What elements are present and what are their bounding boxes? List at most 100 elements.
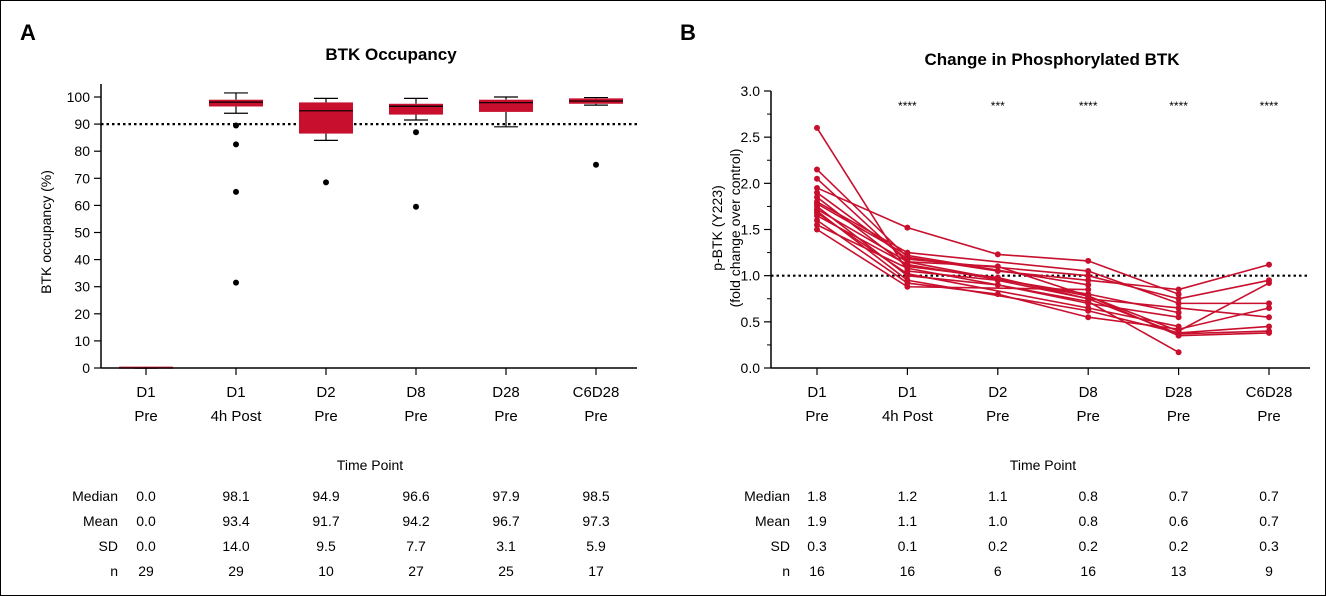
x-tick-label: D8 — [406, 384, 425, 401]
box — [389, 103, 443, 115]
stat-cell: 97.3 — [582, 513, 609, 529]
y-tick-label: 2.5 — [741, 129, 761, 145]
y-tick-label: 0 — [82, 360, 90, 376]
panel-a-ylabel: BTK occupancy (%) — [38, 170, 54, 294]
stat-row-label: SD — [771, 538, 790, 554]
stat-row-label: Median — [72, 488, 118, 504]
series-point — [1085, 272, 1092, 279]
series-point — [1175, 295, 1182, 302]
panel-a-title: BTK Occupancy — [325, 45, 457, 64]
series-point — [1085, 314, 1092, 321]
series-point — [994, 291, 1001, 298]
series-point — [814, 206, 820, 213]
stat-cell: 1.0 — [988, 513, 1008, 529]
series-point — [1266, 323, 1272, 330]
panel-b-letter: B — [680, 20, 696, 45]
stat-cell: 0.3 — [807, 538, 827, 554]
outlier-point — [233, 188, 239, 195]
outlier-point — [233, 141, 239, 148]
stat-row-label: Median — [744, 488, 790, 504]
x-tick-label: C6D28 — [1246, 384, 1293, 401]
stat-cell: 0.7 — [1259, 488, 1279, 504]
series-point — [1085, 268, 1092, 275]
significance-label: *** — [991, 99, 1005, 113]
panel-b-ylabel-line1: p-BTK (Y223) — [709, 185, 725, 271]
stat-cell: 0.2 — [988, 538, 1008, 554]
series-point — [814, 124, 820, 131]
panel-b-plot: 0.0 0.5 1.0 1.5 2.0 2.5 3.0 D1 Pre D1 4h Post **** D… — [741, 83, 1310, 579]
series-line — [816, 212, 1179, 328]
y-tick-label: 0.5 — [741, 314, 761, 330]
significance-label: **** — [1169, 99, 1188, 113]
stat-cell: 27 — [408, 563, 424, 579]
series-point — [1085, 304, 1092, 311]
stat-cell: 0.8 — [1078, 513, 1098, 529]
series-point — [1266, 300, 1272, 307]
stat-cell: 5.9 — [586, 538, 606, 554]
panel-b-ylabel-line2: (fold change over control) — [727, 149, 743, 308]
stat-cell: 98.1 — [222, 488, 249, 504]
x-tick-label: Pre — [1077, 408, 1100, 425]
stat-cell: 7.7 — [406, 538, 426, 554]
stat-cell: 9.5 — [316, 538, 336, 554]
series-point — [1175, 300, 1182, 307]
x-tick-label: 4h Post — [211, 408, 263, 425]
x-tick-label: Pre — [584, 408, 607, 425]
stat-cell: 0.7 — [1169, 488, 1189, 504]
stat-cell: 93.4 — [222, 513, 249, 529]
y-tick-label: 60 — [74, 197, 90, 213]
series-point — [904, 224, 911, 231]
y-tick-label: 90 — [74, 116, 90, 132]
x-tick-label: D1 — [226, 384, 245, 401]
stat-cell: 17 — [588, 563, 604, 579]
x-tick-label: Pre — [404, 408, 427, 425]
stat-cell: 1.8 — [807, 488, 827, 504]
outlier-point — [413, 203, 419, 210]
stat-cell: 0.1 — [898, 538, 918, 554]
series-point — [814, 194, 820, 201]
series-point — [1175, 314, 1182, 321]
stat-cell: 10 — [318, 563, 334, 579]
series-point — [904, 265, 911, 272]
series-point — [994, 251, 1001, 258]
box — [479, 99, 533, 112]
series-point — [1085, 286, 1092, 293]
series-point — [1175, 323, 1182, 330]
x-tick-label: Pre — [1167, 408, 1190, 425]
x-tick-label: Pre — [805, 408, 828, 425]
stat-cell: 29 — [138, 563, 154, 579]
stat-cell: 1.2 — [898, 488, 918, 504]
series-point — [1085, 298, 1092, 305]
stat-cell: 6 — [994, 563, 1002, 579]
series-line — [816, 219, 1270, 331]
outlier-point — [233, 279, 239, 286]
stat-cell: 29 — [228, 563, 244, 579]
series-point — [1266, 261, 1272, 268]
series-point — [814, 226, 820, 233]
stat-cell: 1.9 — [807, 513, 827, 529]
x-tick-label: D1 — [898, 384, 917, 401]
x-tick-label: D8 — [1079, 384, 1098, 401]
box — [209, 99, 263, 107]
x-tick-label: D2 — [316, 384, 335, 401]
stat-row-label: SD — [99, 538, 118, 554]
series-point — [1266, 277, 1272, 284]
series-point — [814, 217, 820, 224]
x-tick-label: C6D28 — [573, 384, 620, 401]
stat-cell: 16 — [1080, 563, 1096, 579]
stat-cell: 0.7 — [1259, 513, 1279, 529]
x-tick-label: D28 — [492, 384, 520, 401]
series-point — [814, 184, 820, 191]
series-line — [816, 168, 1270, 291]
x-tick-label: Pre — [986, 408, 1009, 425]
stat-cell: 14.0 — [222, 538, 249, 554]
series-point — [814, 175, 820, 182]
stat-cell: 0.6 — [1169, 513, 1189, 529]
stat-cell: 0.0 — [136, 513, 156, 529]
x-tick-label: Pre — [134, 408, 157, 425]
stat-cell: 1.1 — [898, 513, 918, 529]
series-point — [1175, 309, 1182, 316]
series-point — [814, 200, 820, 207]
significance-label: **** — [1260, 99, 1279, 113]
series-point — [1175, 291, 1182, 298]
